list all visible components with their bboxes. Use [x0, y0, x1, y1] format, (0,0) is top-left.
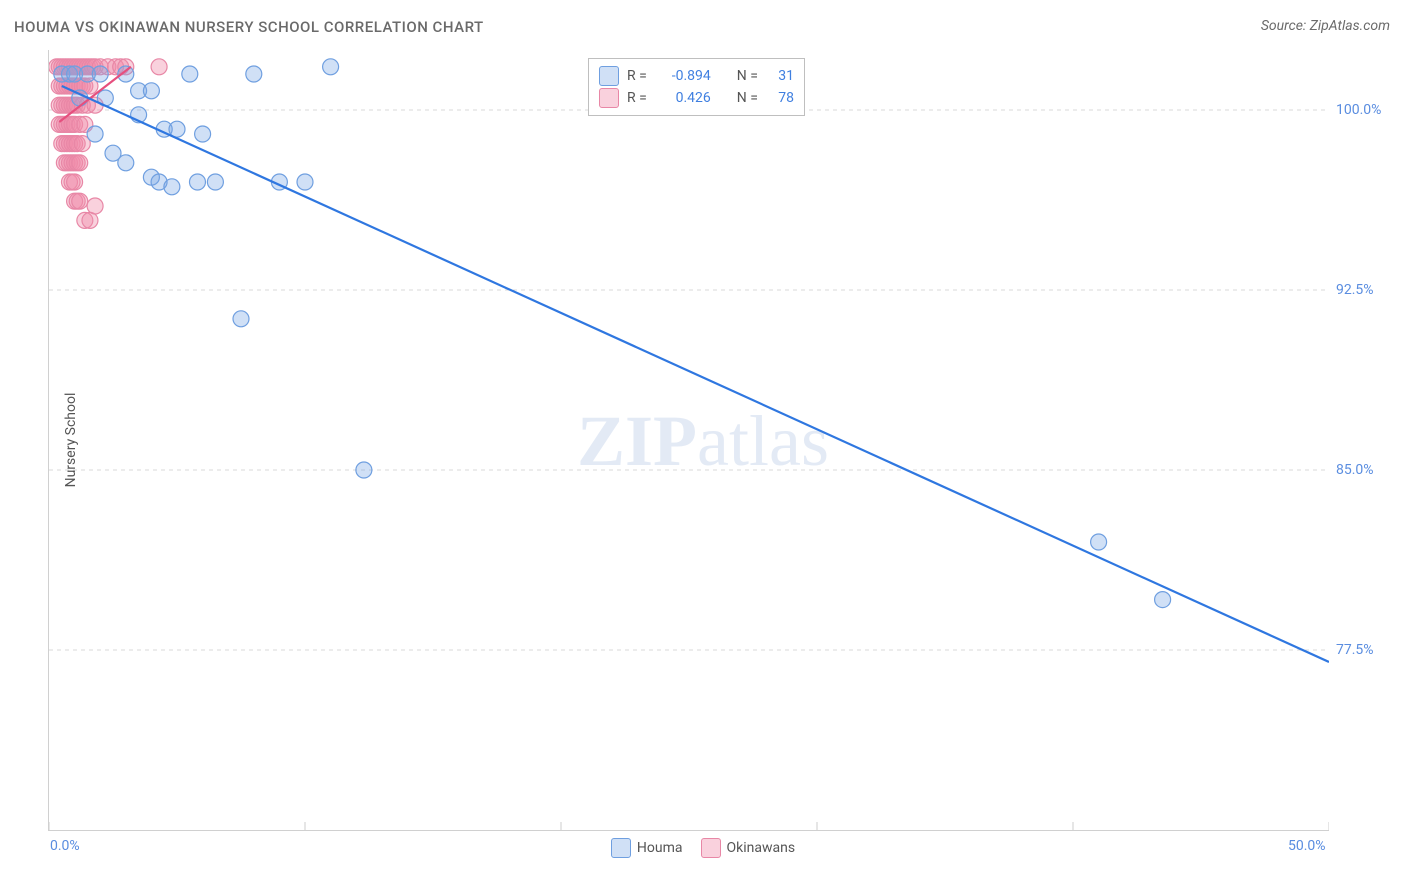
source-label: Source: ZipAtlas.com — [1261, 18, 1390, 34]
bottom-legend: Houma Okinawans — [0, 838, 1406, 858]
n-value-okinawans: 78 — [766, 87, 794, 109]
y-tick-label: 77.5% — [1336, 642, 1374, 658]
legend-label-houma: Houma — [637, 840, 683, 856]
legend-item-houma: Houma — [611, 838, 683, 858]
r-label: R = — [627, 87, 647, 109]
swatch-houma — [599, 66, 619, 86]
r-value-okinawans: 0.426 — [655, 87, 711, 109]
legend-label-okinawans: Okinawans — [727, 840, 796, 856]
y-tick-label: 85.0% — [1336, 462, 1374, 478]
plot-area: Nursery School — [48, 50, 1329, 831]
legend-swatch-houma — [611, 838, 631, 858]
y-tick-label: 92.5% — [1336, 282, 1374, 298]
legend-swatch-okinawans — [701, 838, 721, 858]
swatch-okinawans — [599, 88, 619, 108]
n-label: N = — [737, 87, 758, 109]
chart-title: HOUMA VS OKINAWAN NURSERY SCHOOL CORRELA… — [14, 18, 484, 36]
legend-item-okinawans: Okinawans — [701, 838, 796, 858]
r-value-houma: -0.894 — [655, 65, 711, 87]
stats-row-okinawans: R = 0.426 N = 78 — [599, 87, 794, 109]
chart-svg — [49, 50, 1329, 830]
stats-row-houma: R = -0.894 N = 31 — [599, 65, 794, 87]
y-tick-label: 100.0% — [1336, 102, 1381, 118]
n-value-houma: 31 — [766, 65, 794, 87]
n-label: N = — [737, 65, 758, 87]
stats-legend: R = -0.894 N = 31 R = 0.426 N = 78 — [588, 58, 805, 116]
r-label: R = — [627, 65, 647, 87]
